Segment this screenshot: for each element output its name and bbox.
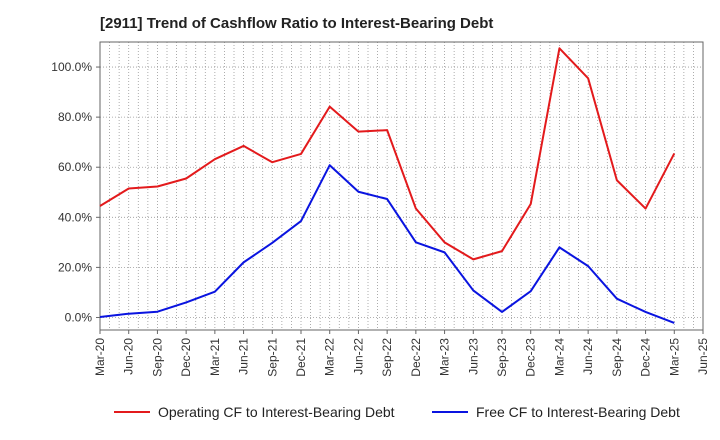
x-tick-label: Mar-23 — [438, 338, 452, 376]
x-tick-label: Mar-21 — [208, 338, 222, 376]
x-tick-label: Dec-21 — [294, 338, 308, 377]
x-tick-label: Mar-24 — [552, 338, 566, 376]
x-tick-label: Dec-22 — [409, 338, 423, 377]
x-tick-label: Jun-23 — [466, 338, 480, 375]
x-tick-label: Mar-25 — [667, 338, 681, 376]
y-tick-label: 20.0% — [58, 260, 92, 274]
x-tick-label: Sep-21 — [265, 338, 279, 377]
x-tick-label: Jun-21 — [237, 338, 251, 375]
y-tick-label: 60.0% — [58, 160, 92, 174]
x-tick-label: Dec-20 — [179, 338, 193, 377]
x-tick-label: Dec-23 — [524, 338, 538, 377]
grid — [100, 42, 703, 330]
y-tick-label: 40.0% — [58, 210, 92, 224]
series-line-0 — [99, 47, 676, 261]
legend-label-free-cf: Free CF to Interest-Bearing Debt — [476, 404, 680, 420]
x-tick-label: Sep-22 — [380, 338, 394, 377]
x-tick-label: Jun-24 — [581, 338, 595, 375]
x-tick-label: Jun-20 — [122, 338, 136, 375]
series-lines — [99, 47, 676, 324]
x-tick-label: Mar-20 — [93, 338, 107, 376]
legend-item-operating-cf: Operating CF to Interest-Bearing Debt — [114, 404, 395, 420]
chart-title: [2911] Trend of Cashflow Ratio to Intere… — [100, 15, 494, 32]
legend-swatch-free-cf — [432, 411, 468, 413]
y-tick-label: 0.0% — [65, 310, 93, 324]
x-tick-label: Jun-25 — [696, 338, 710, 375]
x-tick-label: Sep-20 — [150, 338, 164, 377]
x-axis: Mar-20 Jun-20 Sep-20 Dec-20 Mar-21 Jun-21 Sep-… — [93, 330, 710, 377]
series-line-1 — [99, 164, 675, 324]
x-tick-label: Sep-23 — [495, 338, 509, 377]
legend-swatch-operating-cf — [114, 411, 150, 413]
y-axis: 0.0% 20.0% 40.0% 60.0% 80.0% 100.0% — [51, 60, 100, 324]
x-tick-label: Jun-22 — [351, 338, 365, 375]
x-tick-label: Mar-22 — [323, 338, 337, 376]
y-tick-label: 80.0% — [58, 110, 92, 124]
legend-label-operating-cf: Operating CF to Interest-Bearing Debt — [158, 404, 395, 420]
y-tick-label: 100.0% — [51, 60, 92, 74]
plot-area — [99, 41, 704, 331]
legend-item-free-cf: Free CF to Interest-Bearing Debt — [432, 404, 680, 420]
x-tick-label: Sep-24 — [610, 338, 624, 377]
x-tick-label: Dec-24 — [639, 338, 653, 377]
